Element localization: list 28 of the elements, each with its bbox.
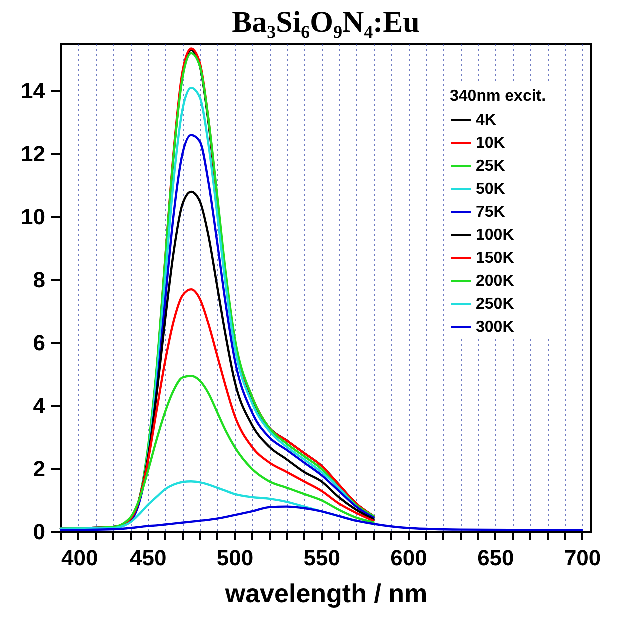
- legend-label: 300K: [476, 319, 515, 336]
- y-tick-label: 14: [21, 78, 46, 104]
- legend-label: 150K: [476, 250, 515, 267]
- chart-title: Ba₃Si₆O₉N₄:Eu: [232, 6, 420, 39]
- x-tick-label: 400: [62, 546, 98, 570]
- y-tick-label: 2: [33, 456, 46, 482]
- legend-label: 25K: [476, 158, 506, 175]
- y-tick-label: 0: [33, 520, 46, 544]
- y-tick-label: 4: [33, 394, 46, 419]
- y-tick-label: 6: [33, 330, 46, 356]
- legend-label: 10K: [476, 135, 506, 152]
- legend-label: 100K: [476, 227, 515, 244]
- x-tick-label: 600: [390, 546, 428, 570]
- x-tick-label: 500: [216, 546, 254, 570]
- legend-label: 75K: [476, 204, 506, 221]
- y-tick-label: 8: [33, 268, 46, 293]
- x-tick-label: 550: [304, 546, 341, 570]
- legend-label: 50K: [476, 181, 506, 198]
- x-tick-label: 450: [130, 546, 167, 570]
- legend-label: 200K: [476, 273, 515, 290]
- legend-label: 250K: [476, 296, 515, 313]
- x-axis-title: wavelength / nm: [224, 578, 428, 608]
- legend-title: 340nm excit.: [450, 88, 546, 105]
- legend-label: 4K: [476, 112, 497, 129]
- x-tick-label: 650: [478, 546, 514, 570]
- y-tick-label: 12: [21, 142, 46, 167]
- y-tick-label: 10: [21, 204, 46, 230]
- x-tick-label: 700: [564, 546, 602, 570]
